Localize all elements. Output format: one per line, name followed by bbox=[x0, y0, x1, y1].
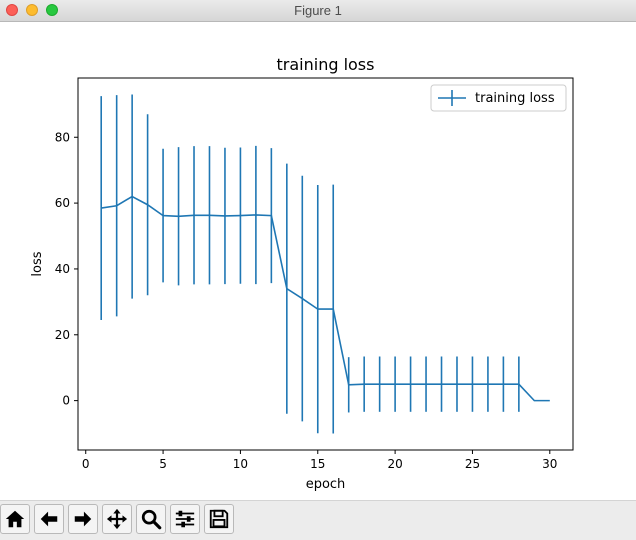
legend-label: training loss bbox=[475, 91, 555, 106]
home-button[interactable] bbox=[0, 504, 30, 534]
save-button[interactable] bbox=[204, 504, 234, 534]
navigation-toolbar bbox=[0, 500, 636, 540]
x-tick-label: 10 bbox=[233, 457, 248, 471]
axes-frame bbox=[77, 77, 574, 451]
series-lines bbox=[101, 195, 550, 402]
configure-subplots-button[interactable] bbox=[170, 504, 200, 534]
configure-subplots-icon bbox=[175, 510, 195, 528]
legend-box bbox=[430, 84, 567, 112]
figure-canvas: training loss epoch loss 0 5 10 15 20 25 30 0 20… bbox=[30, 55, 574, 492]
x-tick-label: 5 bbox=[159, 457, 167, 471]
back-arrow-icon bbox=[40, 511, 58, 527]
zoom-magnifier-icon bbox=[141, 509, 162, 530]
window-title: Figure 1 bbox=[294, 3, 342, 18]
y-tick-label: 40 bbox=[55, 262, 70, 276]
x-axis-label: epoch bbox=[306, 477, 346, 492]
y-tick-label: 0 bbox=[62, 394, 70, 408]
window-minimize-button[interactable] bbox=[26, 4, 38, 16]
forward-button[interactable] bbox=[68, 504, 98, 534]
series-line-training-loss bbox=[101, 195, 550, 402]
forward-arrow-icon bbox=[74, 511, 92, 527]
home-icon bbox=[5, 510, 25, 528]
x-tick-label: 20 bbox=[387, 457, 402, 471]
window-zoom-button[interactable] bbox=[46, 4, 58, 16]
y-tick-label: 60 bbox=[55, 196, 70, 210]
back-button[interactable] bbox=[34, 504, 64, 534]
legend: training loss bbox=[430, 84, 567, 112]
y-tick-label: 80 bbox=[55, 130, 70, 144]
chart-title: training loss bbox=[277, 55, 375, 74]
pan-move-icon bbox=[106, 508, 128, 530]
y-tick-label: 20 bbox=[55, 328, 70, 342]
save-floppy-icon bbox=[209, 509, 229, 529]
axis-ticks: 0 5 10 15 20 25 30 0 20 40 60 80 bbox=[55, 130, 558, 471]
pan-button[interactable] bbox=[102, 504, 132, 534]
x-tick-label: 0 bbox=[82, 457, 90, 471]
window-close-button[interactable] bbox=[6, 4, 18, 16]
x-tick-label: 15 bbox=[310, 457, 325, 471]
y-axis-label: loss bbox=[30, 251, 45, 276]
x-tick-label: 25 bbox=[465, 457, 480, 471]
x-tick-label: 30 bbox=[542, 457, 557, 471]
zoom-button[interactable] bbox=[136, 504, 166, 534]
window-titlebar: Figure 1 bbox=[0, 0, 636, 22]
